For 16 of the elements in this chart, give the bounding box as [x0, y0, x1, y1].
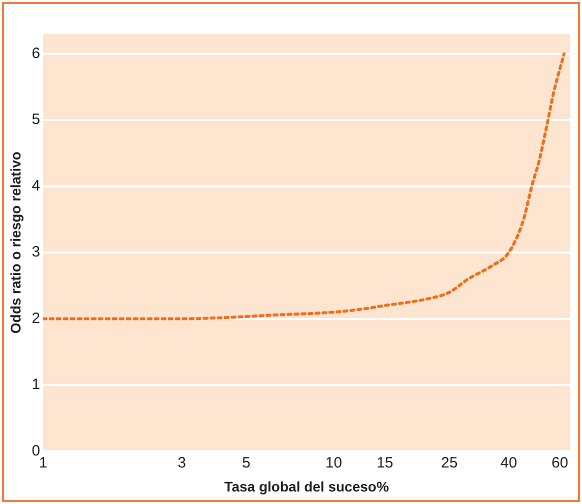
x-axis-title: Tasa global del suceso%: [224, 478, 390, 494]
y-tick-label: 4: [32, 177, 40, 194]
x-tick-label: 15: [376, 454, 394, 472]
y-tick-label: 3: [32, 244, 40, 261]
x-tick-label: 10: [325, 454, 342, 472]
y-tick-label: 5: [32, 111, 40, 128]
x-tick-label: 60: [552, 454, 568, 472]
x-tick-label: 5: [242, 454, 250, 472]
y-tick-label: 1: [32, 376, 40, 394]
y-axis-title: Odds ratio o riesgo relativo: [7, 152, 24, 334]
y-tick-label: 2: [32, 310, 40, 327]
y-tick-label: 0: [32, 442, 40, 460]
x-tick-label: 3: [178, 454, 186, 472]
y-tick-label: 6: [32, 45, 40, 62]
x-tick-label: 40: [500, 454, 518, 472]
x-tick-label: 25: [441, 454, 458, 472]
